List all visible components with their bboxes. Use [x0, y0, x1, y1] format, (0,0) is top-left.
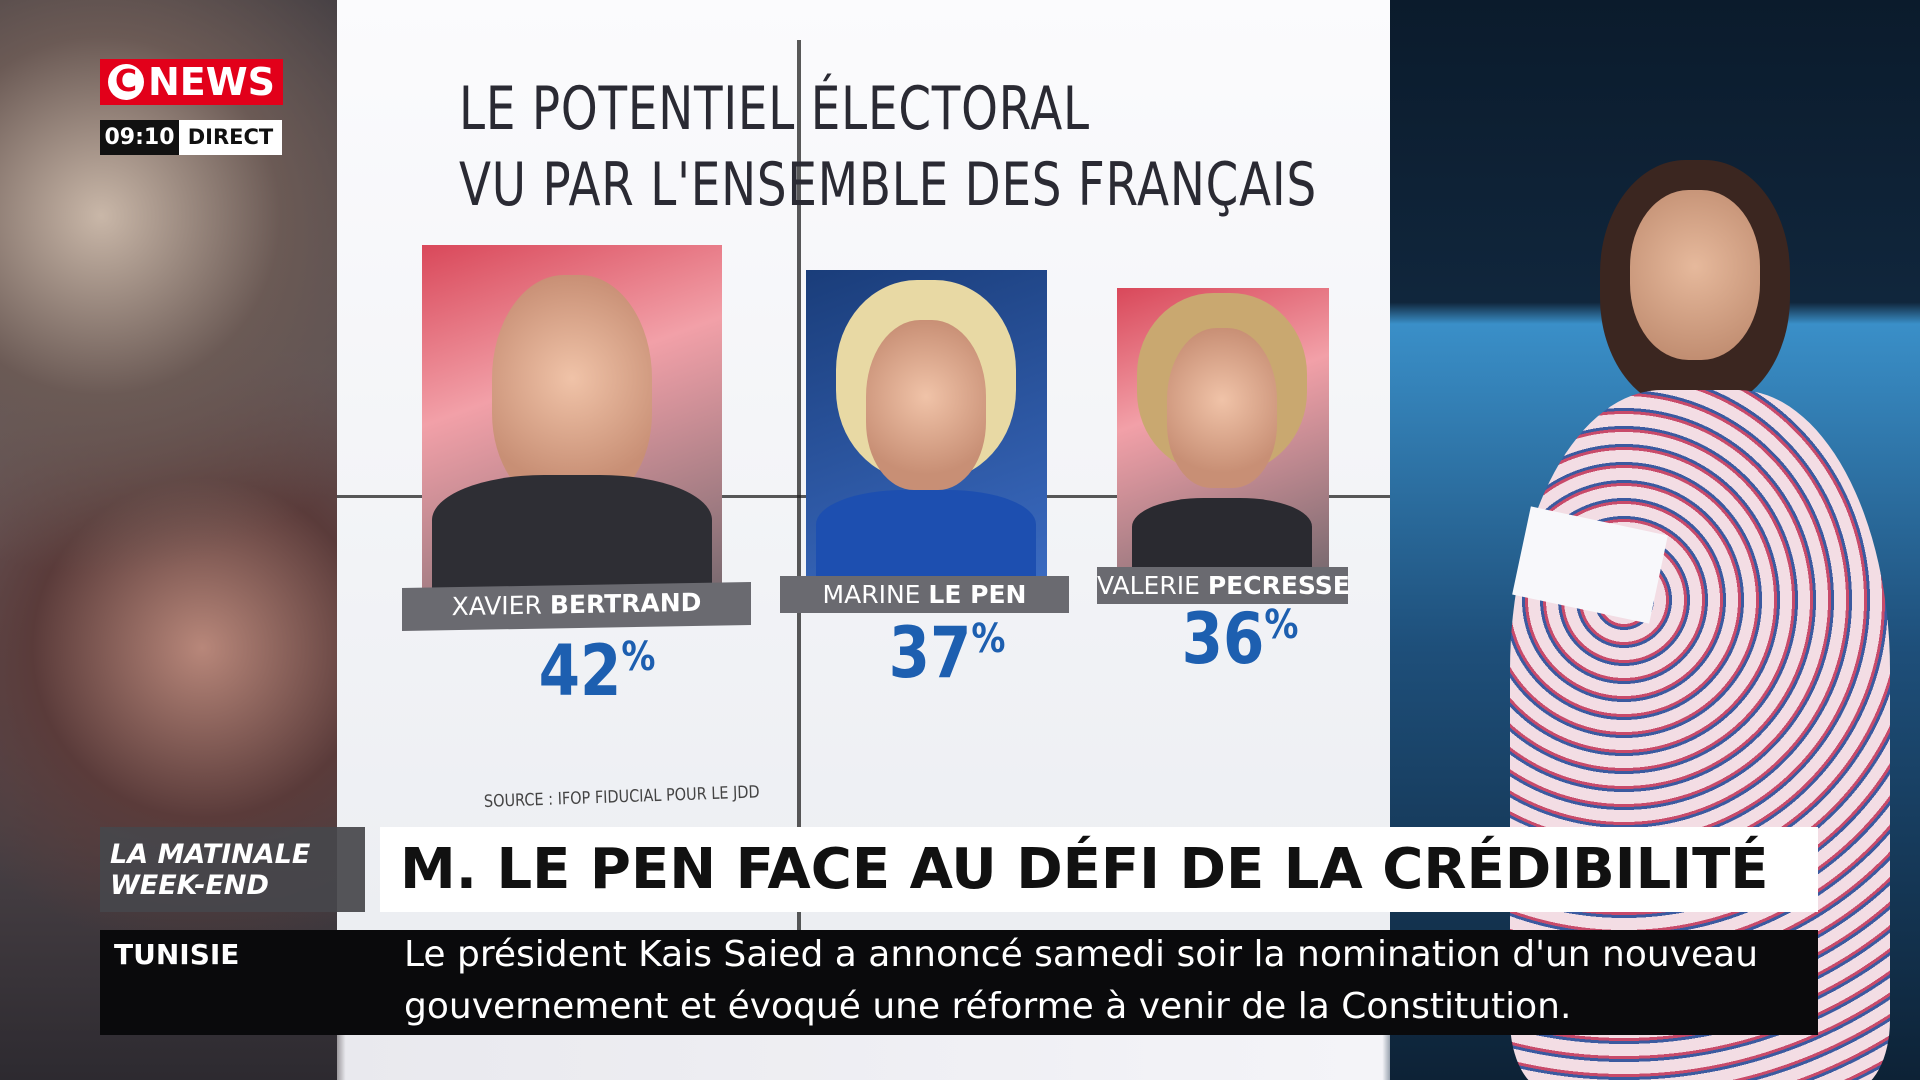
candidate-name: MARINE LE PEN: [780, 576, 1069, 613]
ticker-topic: TUNISIE: [114, 938, 240, 971]
candidate-photo: [806, 270, 1047, 576]
headline: M. LE PEN FACE AU DÉFI DE LA CRÉDIBILITÉ: [380, 827, 1818, 912]
candidate-percent: 37%: [888, 612, 1006, 694]
ticker: TUNISIE Le président Kais Saied a annonc…: [100, 930, 1818, 1035]
clock: 09:10: [100, 120, 179, 155]
screen-seam: [797, 40, 801, 930]
ticker-text: gouvernement et évoqué une réforme à ven…: [404, 986, 1572, 1027]
candidate-photo: [1117, 288, 1329, 570]
candidate-name: VALERIE PECRESSE: [1097, 567, 1350, 604]
ticker-text: Le président Kais Saied a annoncé samedi…: [404, 934, 1759, 975]
candidate-photo: [422, 245, 722, 588]
candidate-name: XAVIER BERTRAND: [402, 581, 751, 632]
board-title: LE POTENTIEL ÉLECTORAL: [459, 74, 1090, 144]
crowd-background: [0, 0, 337, 1080]
live-label: DIRECT: [179, 120, 282, 155]
candidate-percent: 36%: [1181, 598, 1299, 680]
board-title: VU PAR L'ENSEMBLE DES FRANÇAIS: [459, 150, 1317, 220]
channel-logo: C NEWS: [100, 59, 284, 105]
candidate-percent: 42%: [538, 630, 656, 712]
show-name: LA MATINALE WEEK-END: [100, 827, 365, 912]
